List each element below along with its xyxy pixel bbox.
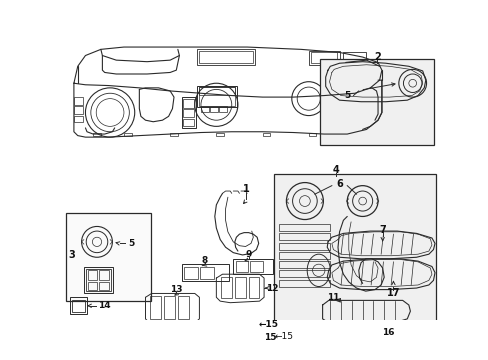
Bar	[356, 98, 373, 107]
Bar	[84, 266, 113, 293]
Bar	[248, 276, 259, 298]
Text: 1: 1	[243, 184, 249, 194]
Bar	[308, 132, 316, 136]
Text: 7: 7	[379, 225, 385, 235]
Bar	[221, 276, 231, 298]
Bar	[250, 333, 256, 342]
Text: 14: 14	[98, 301, 111, 310]
Bar	[250, 261, 262, 272]
Bar	[99, 282, 108, 289]
Text: 12: 12	[265, 284, 278, 293]
Bar	[339, 336, 435, 360]
Bar	[199, 87, 234, 95]
Bar	[235, 261, 247, 272]
Text: 15: 15	[264, 333, 276, 342]
Bar	[279, 233, 329, 240]
Text: 6: 6	[335, 179, 342, 189]
Bar	[279, 270, 329, 277]
Bar	[279, 243, 329, 249]
Bar	[182, 264, 229, 281]
Bar	[219, 106, 226, 112]
Bar	[199, 87, 234, 105]
Bar	[86, 269, 111, 291]
Bar	[320, 59, 433, 145]
Bar	[216, 132, 224, 136]
Bar	[87, 282, 97, 289]
Bar	[163, 296, 174, 319]
Bar	[337, 98, 354, 107]
Text: 9: 9	[245, 251, 251, 260]
Bar	[274, 174, 435, 332]
Text: 2: 2	[373, 52, 380, 62]
Bar	[279, 252, 329, 259]
Bar	[170, 132, 178, 136]
Text: 13: 13	[170, 285, 182, 294]
Bar	[210, 106, 218, 112]
Bar	[244, 329, 254, 335]
Bar	[200, 266, 214, 279]
Bar	[247, 330, 258, 344]
Text: 5: 5	[344, 91, 350, 100]
Bar	[245, 328, 261, 347]
Bar	[343, 53, 366, 62]
Bar	[310, 53, 337, 63]
Bar	[279, 261, 329, 268]
Text: 16: 16	[381, 328, 393, 337]
Bar	[234, 276, 245, 298]
Text: ←15: ←15	[274, 332, 293, 341]
Text: 17: 17	[386, 288, 399, 298]
Bar	[178, 296, 188, 319]
Bar	[197, 86, 237, 107]
Bar	[279, 224, 329, 231]
Bar	[201, 106, 208, 112]
Bar	[183, 109, 194, 117]
Bar	[356, 87, 373, 96]
Bar	[279, 280, 329, 287]
Bar	[87, 270, 97, 280]
Bar	[197, 49, 254, 65]
Text: ←15: ←15	[258, 320, 278, 329]
Bar	[74, 97, 83, 105]
Bar	[150, 296, 161, 319]
Text: 8: 8	[201, 256, 207, 265]
Text: 5: 5	[128, 239, 135, 248]
Bar	[337, 87, 354, 96]
Bar	[93, 132, 101, 136]
Bar	[199, 51, 252, 63]
Bar	[183, 119, 194, 126]
Bar	[233, 259, 273, 274]
Bar	[123, 132, 131, 136]
Bar	[242, 327, 256, 343]
Bar	[182, 97, 195, 128]
Text: 3: 3	[68, 250, 75, 260]
Bar	[66, 213, 151, 301]
Bar	[72, 300, 84, 312]
Bar	[183, 266, 198, 279]
Bar	[262, 132, 270, 136]
Bar	[74, 106, 83, 114]
Bar	[308, 51, 339, 65]
Bar	[70, 297, 87, 314]
Bar	[183, 99, 194, 108]
Text: 11: 11	[326, 293, 339, 302]
Bar	[342, 339, 432, 360]
Bar	[244, 336, 254, 342]
Bar	[99, 270, 108, 280]
Text: 4: 4	[332, 165, 338, 175]
Bar	[74, 116, 83, 122]
Bar	[335, 86, 377, 109]
